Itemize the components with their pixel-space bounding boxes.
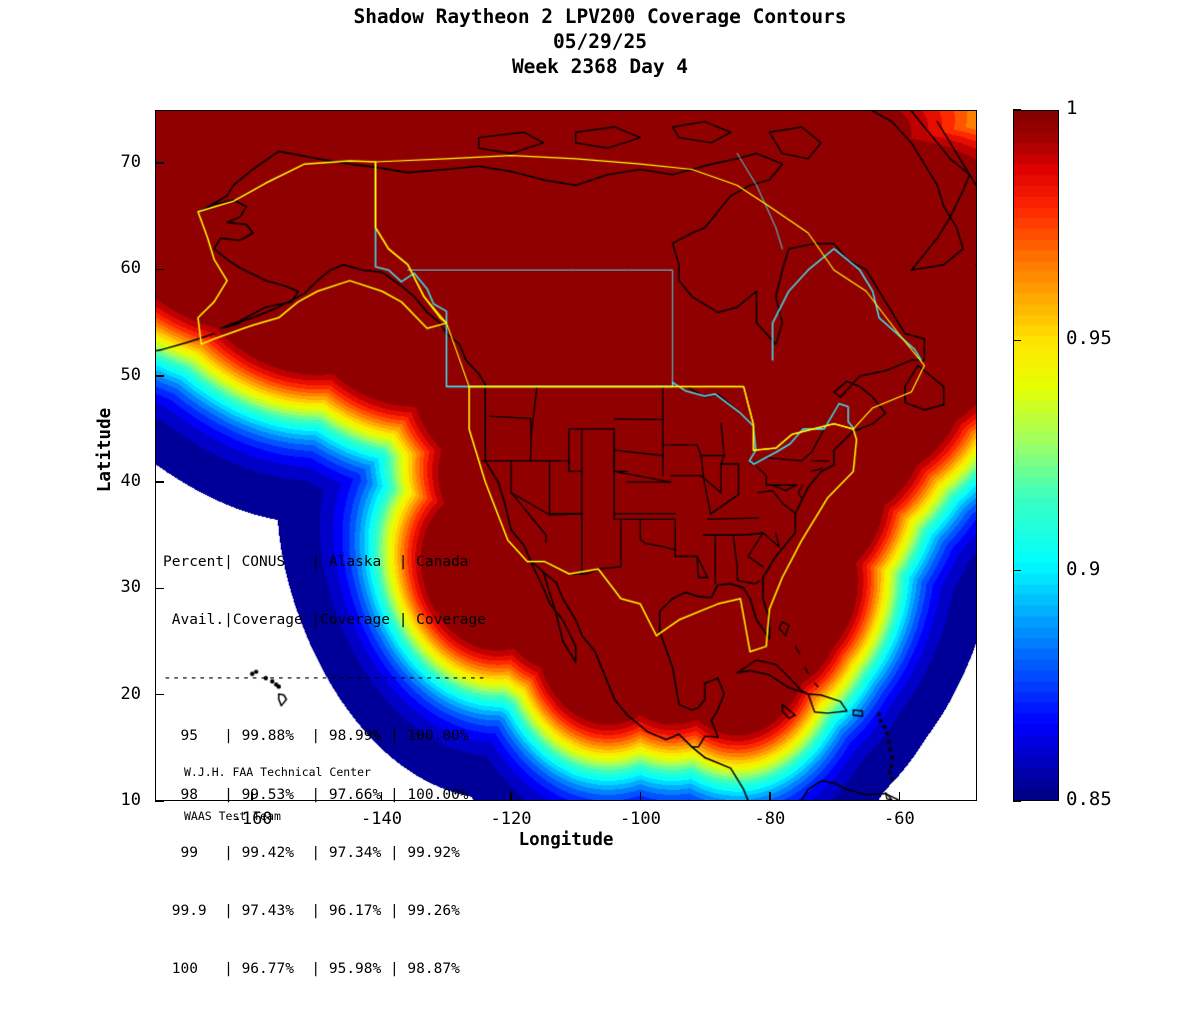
table-row: 100 | 96.77% | 95.98% | 98.87%: [163, 961, 460, 978]
credits-line-2: WAAS Test Team: [184, 808, 281, 823]
x-tick-label: -140: [361, 809, 402, 829]
y-axis-title: Latitude: [95, 407, 115, 493]
title-line-1: Shadow Raytheon 2 LPV200 Coverage Contou…: [353, 5, 847, 28]
x-tick-label: -160: [231, 809, 273, 829]
x-tick-label: -120: [490, 809, 532, 829]
y-tick-label: 10: [120, 790, 141, 810]
y-tick-mark: [155, 375, 164, 377]
colorbar-tick-label: 1: [1066, 97, 1078, 119]
y-tick-mark: [155, 268, 164, 271]
colorbar-tick-mark: [1013, 569, 1021, 572]
table-row: 95 | 99.88% | 98.99% | 100.00%: [163, 728, 469, 745]
x-tick-mark: [898, 792, 901, 801]
table-row: 99 | 99.42% | 97.34% | 99.92%: [163, 844, 460, 861]
y-tick-mark: [155, 800, 164, 802]
title-line-3: Week 2368 Day 4: [511, 55, 689, 78]
colorbar: [1013, 109, 1059, 802]
colorbar-tick-mark: [1013, 109, 1021, 111]
figure-root: Shadow Raytheon 2 LPV200 Coverage Contou…: [0, 4, 1200, 977]
x-tick-mark: [639, 792, 642, 801]
x-tick-label: -80: [754, 809, 786, 829]
stats-header-row-1: Percent| CONUS | Alaska | Canada: [163, 553, 469, 570]
stats-divider: -------------------------------------: [163, 670, 487, 687]
y-tick-label: 60: [120, 258, 141, 279]
x-tick-label: -100: [619, 809, 661, 829]
x-tick-label: -60: [883, 809, 915, 829]
x-tick-mark: [380, 792, 383, 801]
y-tick-label: 30: [120, 577, 141, 598]
colorbar-tick-label: 0.95: [1066, 327, 1112, 350]
colorbar-tick-label: 0.9: [1066, 557, 1101, 580]
x-tick-mark: [251, 792, 253, 801]
colorbar-tick-mark: [1013, 800, 1021, 802]
colorbar-tick-label: 0.85: [1066, 788, 1112, 810]
y-tick-label: 70: [120, 152, 141, 173]
y-tick-mark: [155, 693, 164, 696]
x-tick-mark: [510, 792, 512, 801]
table-row: 98 | 99.53% | 97.66% | 100.00%: [163, 786, 469, 803]
coverage-contour-map: [156, 111, 976, 800]
stats-header-row-2: Avail.|Coverage |Coverage | Coverage: [163, 612, 487, 629]
y-tick-mark: [155, 481, 164, 483]
y-tick-label: 40: [120, 471, 141, 492]
colorbar-tick-mark: [1013, 339, 1021, 342]
title-line-2: 05/29/25: [553, 30, 647, 53]
y-tick-mark: [155, 162, 164, 164]
y-tick-label: 20: [120, 683, 141, 704]
table-row: 99.9 | 97.43% | 96.17% | 99.26%: [163, 903, 460, 920]
credits-block: W.J.H. FAA Technical Center WAAS Test Te…: [184, 736, 371, 852]
y-tick-label: 50: [120, 364, 141, 385]
x-tick-mark: [769, 792, 771, 801]
credits-line-1: W.J.H. FAA Technical Center: [184, 765, 371, 779]
chart-title: Shadow Raytheon 2 LPV200 Coverage Contou…: [0, 4, 1200, 79]
colorbar-gradient: [1013, 110, 1059, 801]
x-axis-title: Longitude: [518, 830, 614, 850]
y-tick-mark: [155, 587, 164, 590]
map-plot-area: [155, 110, 977, 801]
